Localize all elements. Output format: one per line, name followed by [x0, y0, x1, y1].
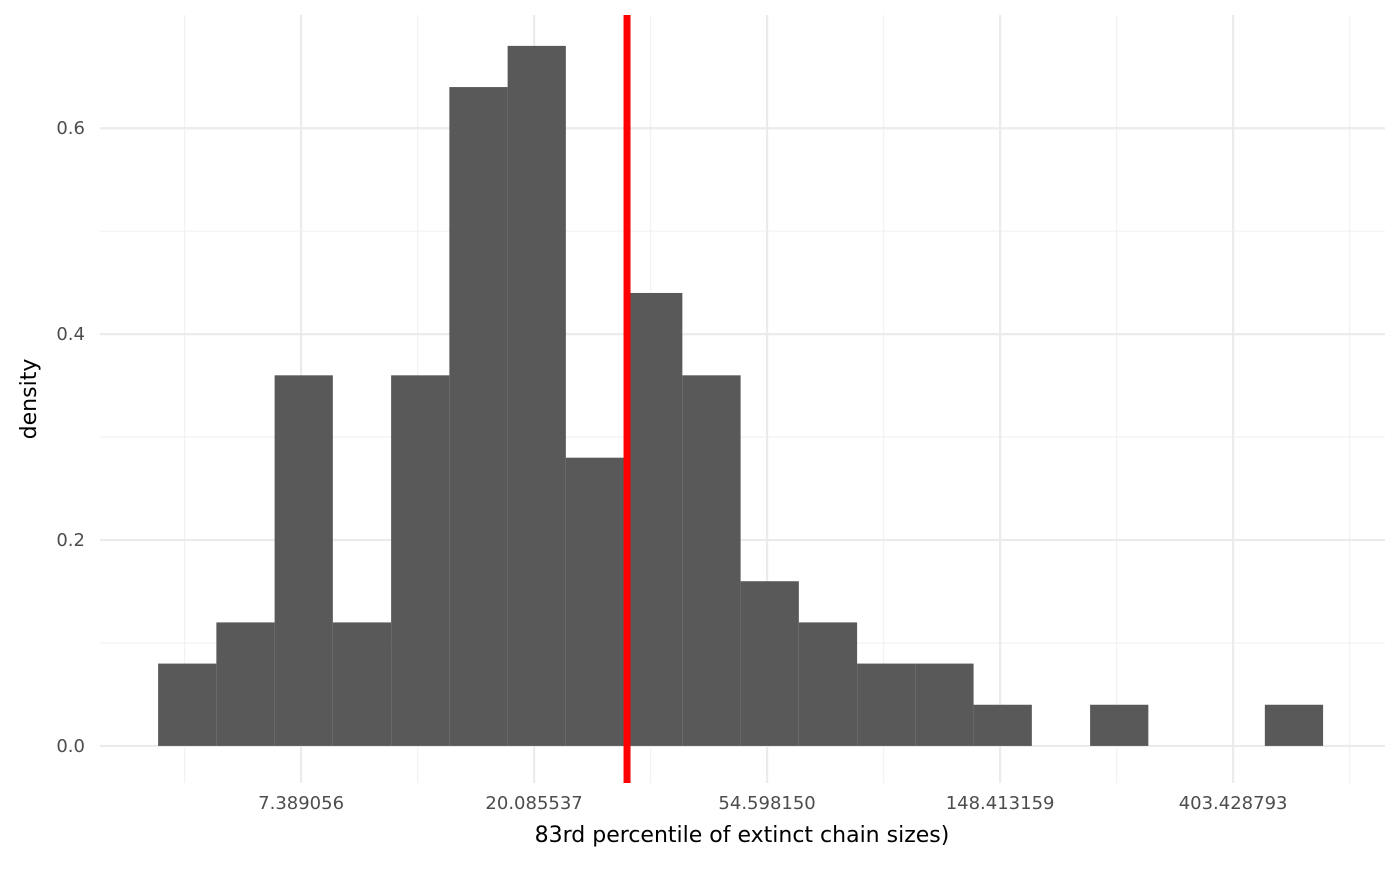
bar [332, 622, 392, 746]
y-tick-label: 0.2 [56, 530, 85, 551]
bar [1264, 704, 1324, 746]
y-tick-label: 0.4 [56, 324, 85, 345]
bar [391, 375, 450, 746]
bar [507, 45, 566, 746]
x-tick-label: 403.428793 [1179, 793, 1288, 814]
bar [740, 581, 799, 746]
y-axis-title: density [17, 359, 42, 440]
y-tick-label: 0.6 [56, 118, 85, 139]
bar [216, 622, 275, 746]
x-tick-label: 20.085537 [485, 793, 582, 814]
x-tick-label: 7.389056 [258, 793, 344, 814]
bar [449, 87, 508, 746]
bar [274, 375, 333, 746]
bar [682, 375, 741, 746]
x-tick-label: 54.598150 [718, 793, 815, 814]
bar [1090, 704, 1149, 746]
bar [158, 663, 217, 746]
bar [857, 663, 916, 746]
y-tick-label: 0.0 [56, 736, 85, 757]
x-tick-label: 148.413159 [946, 793, 1055, 814]
x-axis-title: 83rd percentile of extinct chain sizes) [535, 823, 950, 848]
bar [915, 663, 974, 746]
bar [973, 704, 1032, 746]
bar [624, 292, 683, 746]
bar [565, 457, 625, 746]
bar [798, 622, 858, 746]
